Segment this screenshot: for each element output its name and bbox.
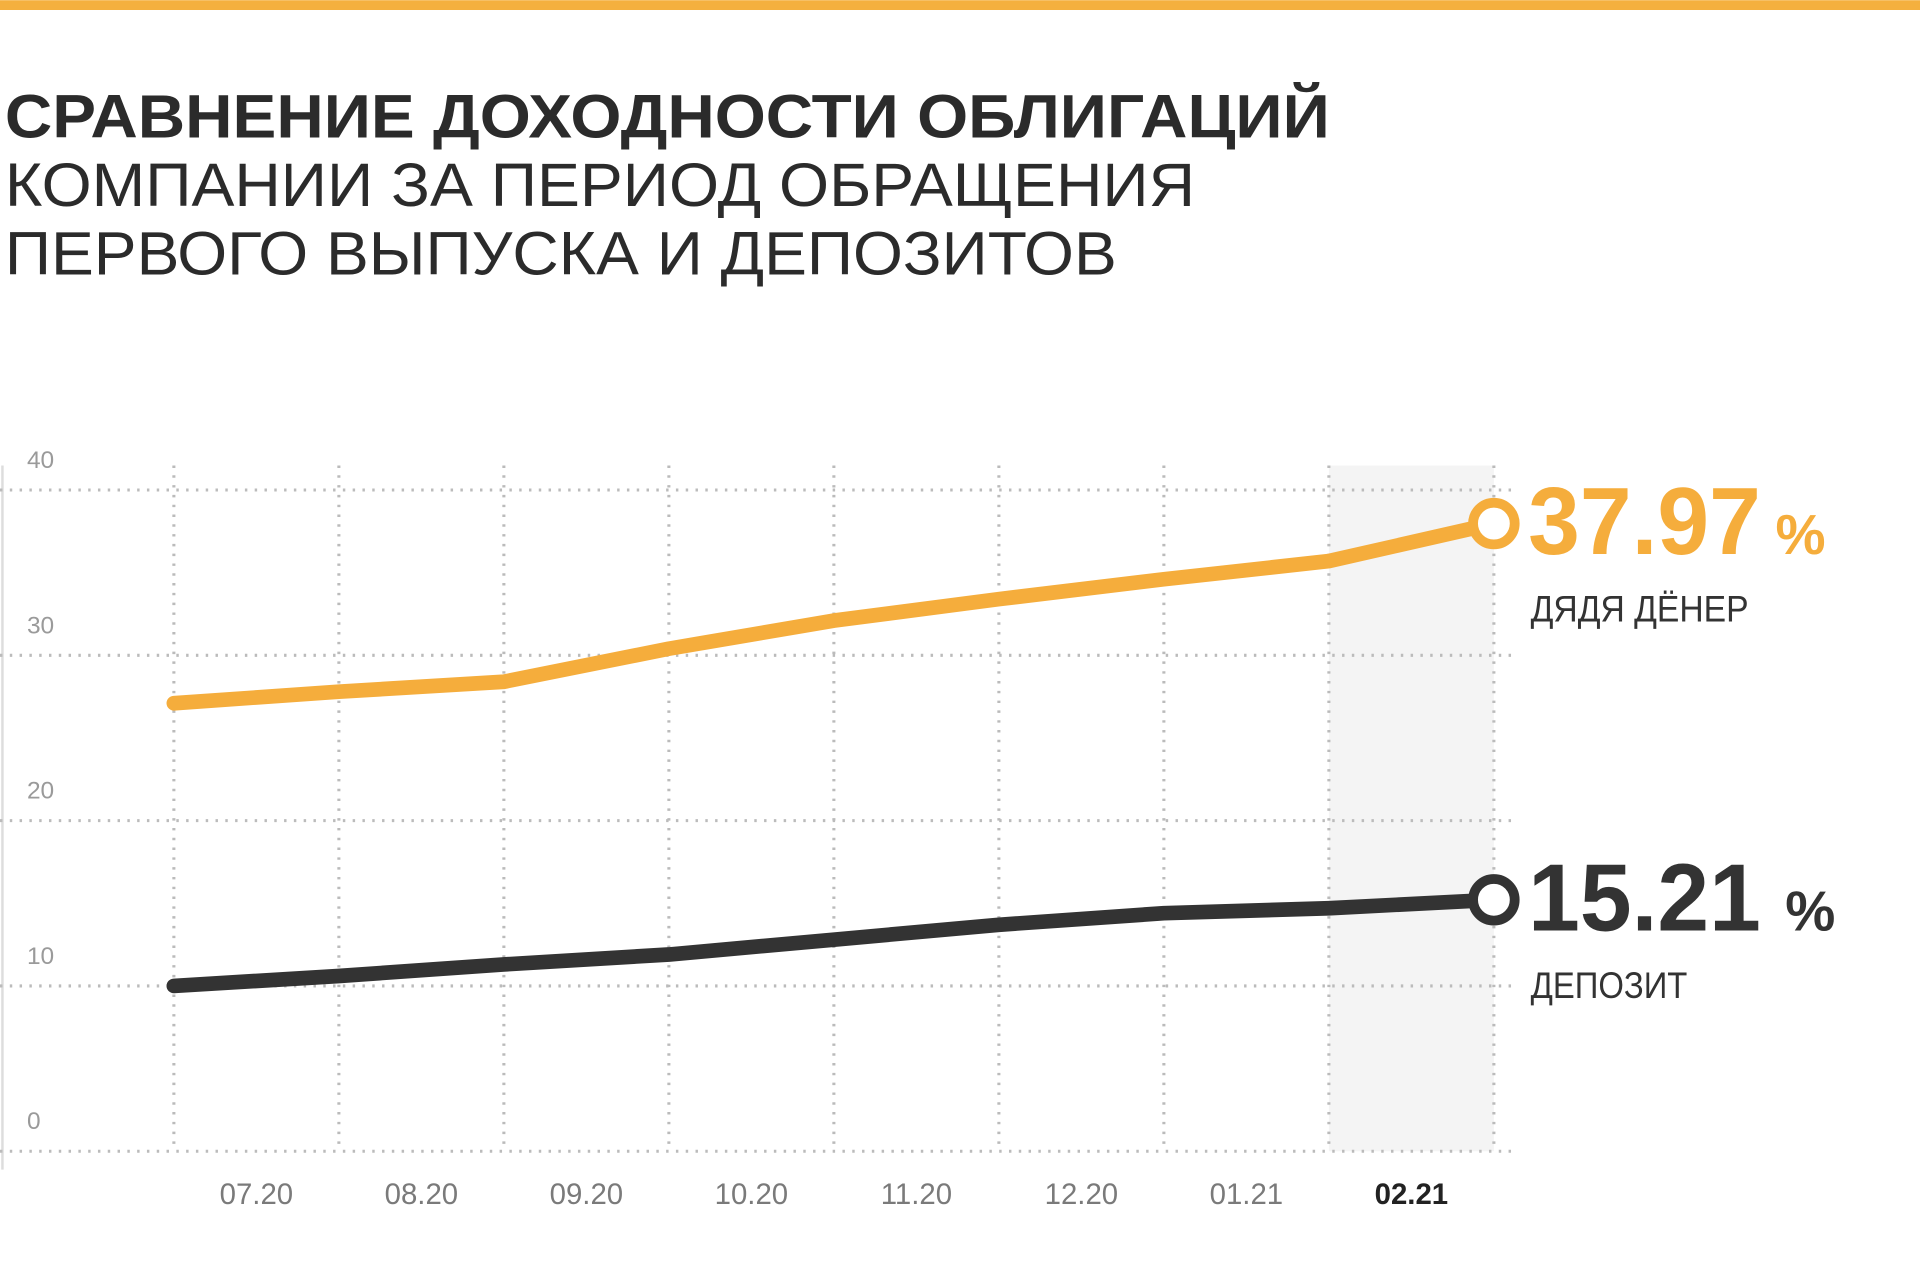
y-tick-label: 40 bbox=[27, 447, 54, 474]
legend-label: ДЯДЯ ДЁНЕР bbox=[1531, 589, 1749, 630]
end-marker bbox=[1468, 874, 1520, 926]
x-tick-label: 08.20 bbox=[385, 1178, 459, 1211]
legend-label: ДЕПОЗИТ bbox=[1531, 965, 1688, 1006]
y-tick-label: 30 bbox=[27, 612, 54, 639]
chart-subtitle: ПЕРВОГО ВЫПУСКА И ДЕПОЗИТОВ bbox=[5, 219, 1117, 287]
end-value-label: 37.97 bbox=[1528, 469, 1761, 575]
x-tick-label: 12.20 bbox=[1045, 1178, 1119, 1211]
x-tick-label: 11.20 bbox=[881, 1178, 952, 1211]
y-tick-label: 20 bbox=[27, 778, 54, 805]
chart-subtitle: КОМПАНИИ ЗА ПЕРИОД ОБРАЩЕНИЯ bbox=[5, 151, 1195, 219]
highlight-column bbox=[1328, 465, 1494, 1152]
x-tick-label: 01.21 bbox=[1210, 1178, 1284, 1211]
series-line bbox=[166, 516, 1502, 711]
end-value-unit: % bbox=[1776, 503, 1826, 566]
y-tick-label: 10 bbox=[27, 943, 54, 970]
top-bar bbox=[0, 0, 1920, 11]
end-value-unit: % bbox=[1785, 879, 1835, 942]
series-line bbox=[166, 892, 1502, 994]
x-tick-label: 09.20 bbox=[550, 1178, 624, 1211]
chart-title: СРАВНЕНИЕ ДОХОДНОСТИ ОБЛИГАЦИЙ bbox=[5, 81, 1330, 150]
end-value-label: 15.21 bbox=[1528, 845, 1761, 951]
x-tick-label: 07.20 bbox=[220, 1178, 294, 1211]
end-marker bbox=[1468, 497, 1520, 550]
y-tick-label: 0 bbox=[27, 1108, 41, 1135]
x-tick-label: 02.21 bbox=[1375, 1178, 1449, 1211]
x-tick-label: 10.20 bbox=[715, 1178, 789, 1211]
